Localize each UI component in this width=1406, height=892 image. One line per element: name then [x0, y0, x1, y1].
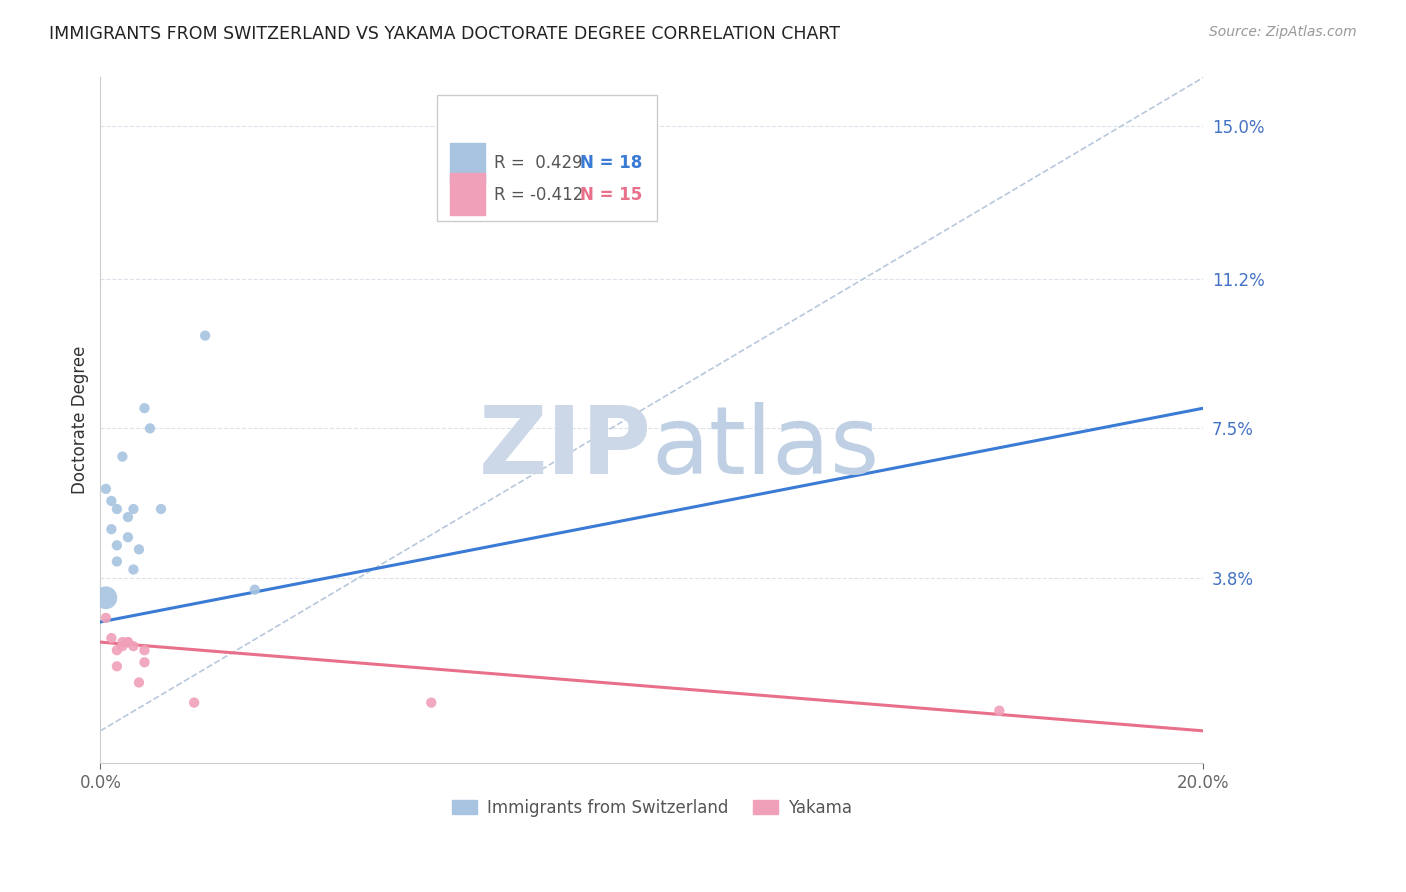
- Point: [134, 655, 156, 669]
- Point: [134, 401, 156, 416]
- Bar: [450, 143, 485, 184]
- Point: [111, 639, 134, 653]
- Text: R =  0.429: R = 0.429: [494, 154, 582, 172]
- Point: [105, 659, 128, 673]
- Point: [105, 554, 128, 568]
- Bar: [450, 173, 485, 215]
- Text: Source: ZipAtlas.com: Source: ZipAtlas.com: [1209, 25, 1357, 39]
- Point: [128, 542, 150, 557]
- Point: [100, 522, 122, 536]
- Text: N = 18: N = 18: [581, 154, 643, 172]
- Point: [100, 494, 122, 508]
- Point: [94, 591, 117, 605]
- Point: [117, 635, 139, 649]
- Point: [111, 635, 134, 649]
- Point: [105, 502, 128, 516]
- Text: N = 15: N = 15: [581, 186, 643, 204]
- Point: [128, 675, 150, 690]
- Point: [117, 635, 139, 649]
- Point: [117, 530, 139, 544]
- Point: [111, 450, 134, 464]
- Text: ZIP: ZIP: [479, 401, 652, 493]
- Point: [150, 502, 173, 516]
- Point: [243, 582, 266, 597]
- Point: [183, 696, 205, 710]
- Point: [105, 538, 128, 552]
- Point: [100, 631, 122, 645]
- Point: [134, 643, 156, 657]
- Point: [139, 421, 162, 435]
- Point: [94, 611, 117, 625]
- Point: [105, 643, 128, 657]
- Y-axis label: Doctorate Degree: Doctorate Degree: [72, 346, 89, 494]
- Point: [194, 328, 217, 343]
- Legend: Immigrants from Switzerland, Yakama: Immigrants from Switzerland, Yakama: [446, 792, 859, 823]
- Point: [122, 502, 145, 516]
- Point: [420, 696, 443, 710]
- FancyBboxPatch shape: [437, 95, 658, 221]
- Text: IMMIGRANTS FROM SWITZERLAND VS YAKAMA DOCTORATE DEGREE CORRELATION CHART: IMMIGRANTS FROM SWITZERLAND VS YAKAMA DO…: [49, 25, 841, 43]
- Text: atlas: atlas: [652, 401, 880, 493]
- Point: [988, 704, 1011, 718]
- Point: [122, 562, 145, 576]
- Point: [94, 482, 117, 496]
- Point: [117, 510, 139, 524]
- Point: [122, 639, 145, 653]
- Text: R = -0.412: R = -0.412: [494, 186, 583, 204]
